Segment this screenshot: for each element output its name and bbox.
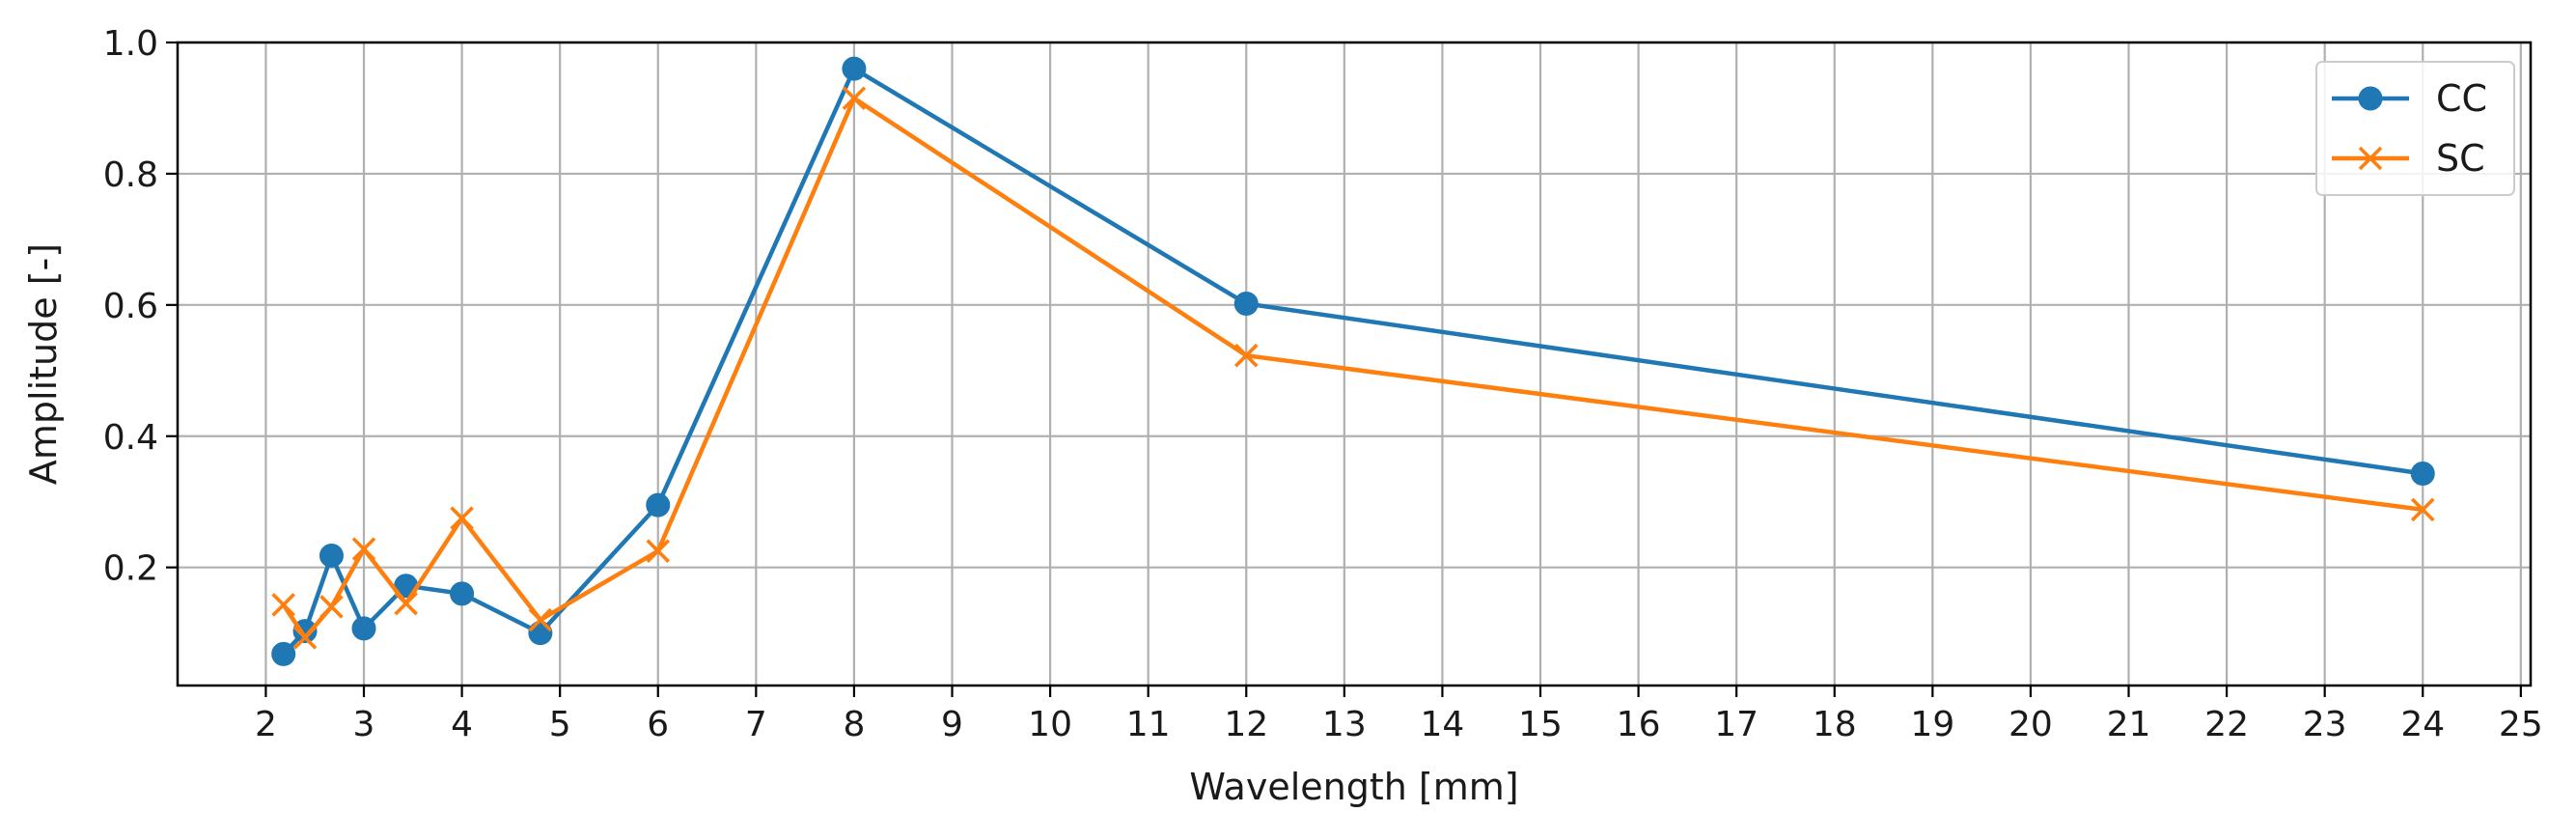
x-tick-label: 14: [1421, 705, 1465, 744]
x-tick-label: 15: [1518, 705, 1563, 744]
sc-point: [842, 86, 867, 111]
cc-point: [2410, 461, 2435, 486]
x-tick-label: 24: [2400, 705, 2445, 744]
legend-cc-marker: [2358, 86, 2383, 111]
sc-point: [271, 593, 295, 617]
y-tick-label: 0.8: [103, 155, 158, 195]
cc-point: [646, 492, 671, 518]
x-tick-label: 10: [1028, 705, 1072, 744]
x-tick-label: 6: [647, 705, 669, 744]
x-tick-label: 12: [1224, 705, 1268, 744]
sc-point: [351, 537, 376, 561]
sc-point: [450, 506, 474, 530]
cc-point: [1233, 291, 1259, 316]
x-tick-label: 25: [2499, 705, 2543, 744]
sc-point: [2410, 497, 2435, 522]
series-cc: [271, 56, 2435, 666]
y-tick-label: 1.0: [103, 24, 158, 64]
cc-point: [351, 616, 376, 641]
cc-point: [450, 581, 475, 606]
cc-point: [528, 621, 553, 646]
x-axis-label: Wavelength [mm]: [1189, 766, 1518, 808]
ticks: 2 3 4 5 6 7 8 9 10 11 12 13 14 15 16 17 18 19 20 21 22 23 24 25…: [103, 24, 2543, 744]
x-tick-label: 8: [843, 705, 865, 744]
x-tick-label: 23: [2303, 705, 2347, 744]
sc-point: [394, 591, 418, 616]
x-tick-label: 9: [941, 705, 963, 744]
x-tick-label: 7: [745, 705, 767, 744]
x-tick-label: 21: [2107, 705, 2151, 744]
y-tick-label: 0.4: [103, 418, 158, 458]
sc-point: [319, 595, 344, 619]
x-tick-label: 19: [1910, 705, 1954, 744]
x-tick-label: 18: [1813, 705, 1857, 744]
x-tick-label: 17: [1714, 705, 1759, 744]
sc-point: [646, 539, 671, 563]
legend-cc-label: CC: [2436, 77, 2487, 120]
sc-point: [1233, 343, 1259, 368]
x-tick-label: 22: [2204, 705, 2249, 744]
x-tick-label: 11: [1126, 705, 1171, 744]
cc-point: [842, 56, 867, 81]
y-tick-label: 0.2: [103, 549, 158, 589]
sc-point: [528, 607, 553, 632]
series-sc: [271, 86, 2435, 650]
legend-sc-label: SC: [2436, 137, 2485, 180]
legend-sc-marker: [2358, 146, 2383, 171]
legend-cc-point: [2358, 86, 2383, 111]
x-tick-label: 4: [451, 705, 473, 744]
x-tick-label: 2: [255, 705, 277, 744]
cc-point: [271, 641, 296, 666]
x-tick-label: 3: [353, 705, 375, 744]
y-tick-label: 0.6: [103, 287, 158, 326]
x-tick-label: 20: [2008, 705, 2053, 744]
cc-point: [319, 543, 344, 568]
sc-point: [292, 626, 318, 650]
legend-sc-point: [2358, 146, 2383, 171]
plot-frame: [176, 41, 2533, 687]
x-tick-label: 5: [549, 705, 571, 744]
series-layer: [271, 56, 2435, 666]
x-tick-label: 13: [1322, 705, 1367, 744]
x-tick-label: 16: [1617, 705, 1661, 744]
legend: CC SC: [2315, 61, 2515, 196]
y-axis-label: Amplitude [-]: [22, 243, 65, 485]
